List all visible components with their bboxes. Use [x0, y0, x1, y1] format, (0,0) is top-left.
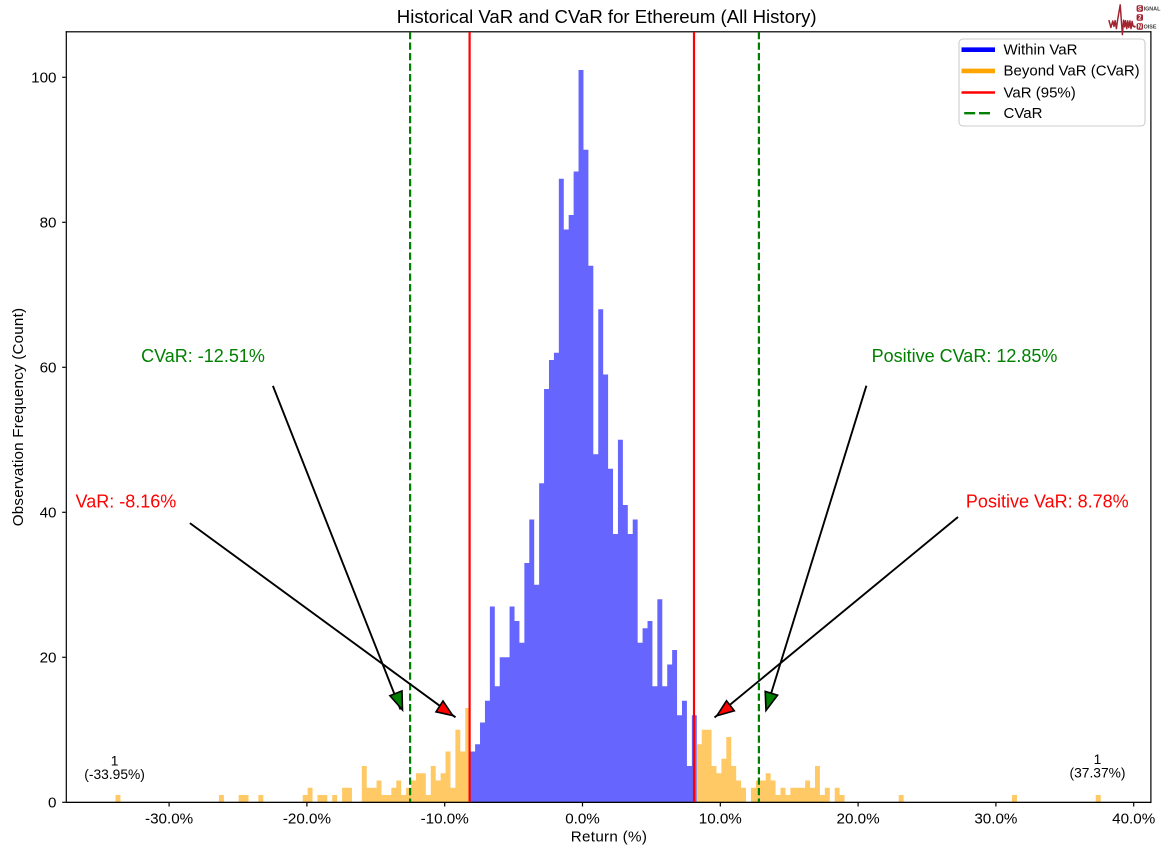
- svg-text:Positive CVaR: 12.85%: Positive CVaR: 12.85%: [872, 346, 1058, 366]
- svg-text:(37.37%): (37.37%): [1070, 765, 1126, 780]
- svg-text:CVaR: -12.51%: CVaR: -12.51%: [141, 346, 265, 366]
- svg-text:-20.0%: -20.0%: [283, 811, 331, 828]
- svg-text:100: 100: [31, 70, 56, 87]
- svg-text:60: 60: [40, 360, 57, 377]
- svg-text:-10.0%: -10.0%: [421, 811, 469, 828]
- svg-text:N: N: [1138, 25, 1142, 31]
- svg-text:(-33.95%): (-33.95%): [84, 767, 145, 782]
- svg-text:Observation Frequency (Count): Observation Frequency (Count): [10, 308, 27, 527]
- svg-text:30.0%: 30.0%: [974, 811, 1017, 828]
- svg-text:1: 1: [1094, 752, 1102, 767]
- svg-text:1: 1: [111, 754, 119, 769]
- svg-text:IGNAL: IGNAL: [1144, 7, 1161, 13]
- svg-text:Return (%): Return (%): [571, 829, 647, 846]
- svg-text:VaR (95%): VaR (95%): [1004, 84, 1076, 101]
- svg-text:VaR: -8.16%: VaR: -8.16%: [76, 491, 177, 511]
- svg-text:20: 20: [40, 650, 57, 667]
- svg-text:-30.0%: -30.0%: [145, 811, 193, 828]
- svg-text:S: S: [1138, 7, 1142, 13]
- svg-text:40: 40: [40, 505, 57, 522]
- svg-text:20.0%: 20.0%: [837, 811, 880, 828]
- svg-text:2: 2: [1138, 16, 1142, 22]
- svg-text:OISE: OISE: [1144, 25, 1157, 31]
- svg-text:0: 0: [48, 795, 56, 812]
- svg-text:Within VaR: Within VaR: [1004, 42, 1078, 59]
- svg-text:Positive VaR: 8.78%: Positive VaR: 8.78%: [966, 491, 1129, 511]
- svg-text:Historical VaR and CVaR for Et: Historical VaR and CVaR for Ethereum (Al…: [397, 6, 817, 27]
- svg-text:10.0%: 10.0%: [699, 811, 742, 828]
- svg-text:Beyond VaR (CVaR): Beyond VaR (CVaR): [1004, 63, 1140, 80]
- svg-text:40.0%: 40.0%: [1112, 811, 1155, 828]
- svg-text:0.0%: 0.0%: [565, 811, 600, 828]
- svg-text:CVaR: CVaR: [1004, 105, 1043, 122]
- svg-text:80: 80: [40, 215, 57, 232]
